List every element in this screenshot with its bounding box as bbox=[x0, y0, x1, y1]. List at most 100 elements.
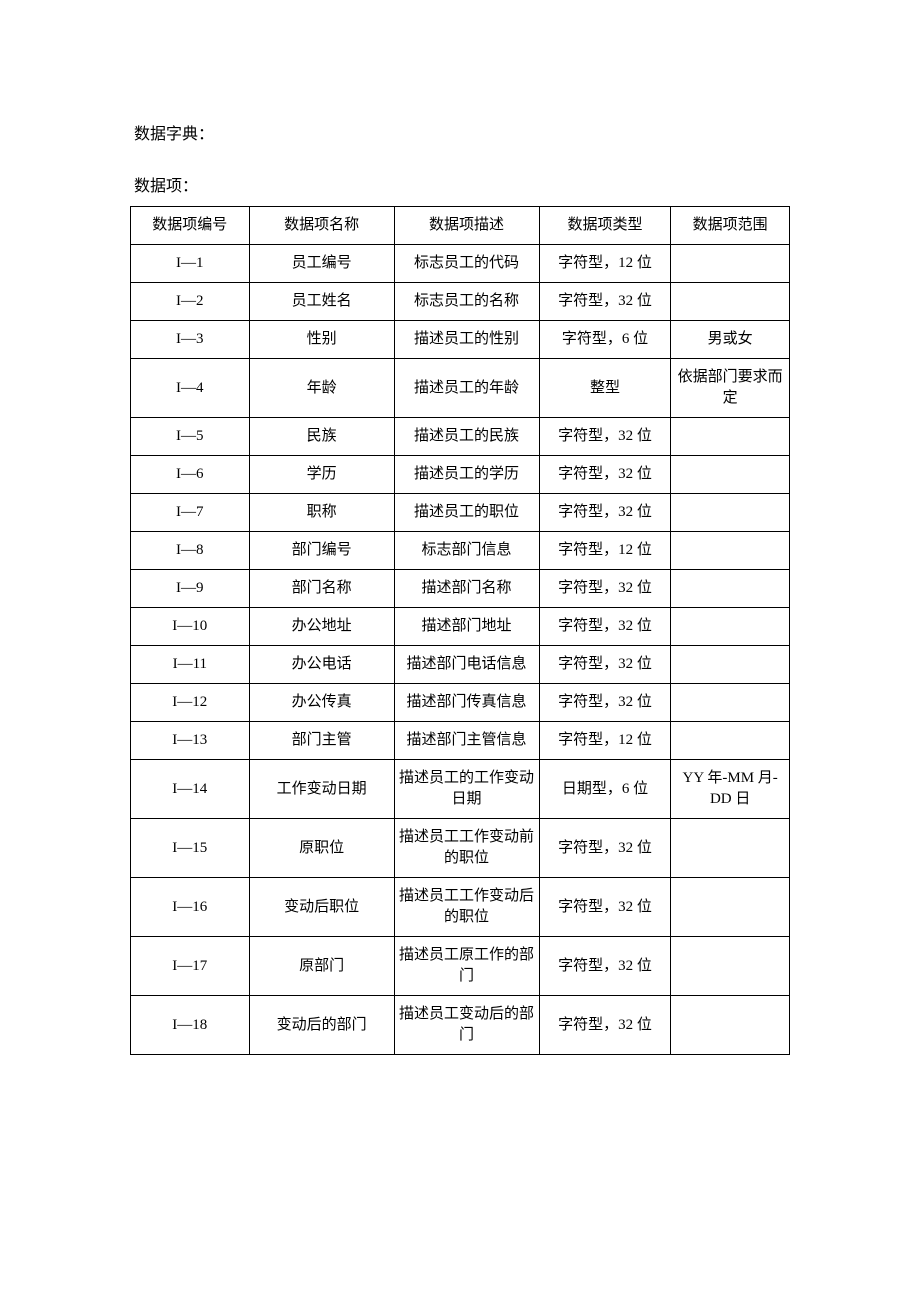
table-cell: 字符型，32 位 bbox=[539, 494, 671, 532]
table-cell: 员工编号 bbox=[249, 245, 394, 283]
table-cell: 描述员工的职位 bbox=[394, 494, 539, 532]
table-cell: 工作变动日期 bbox=[249, 760, 394, 819]
table-row: I—16变动后职位描述员工工作变动后的职位字符型，32 位 bbox=[131, 878, 790, 937]
table-cell: 字符型，12 位 bbox=[539, 532, 671, 570]
table-cell bbox=[671, 283, 790, 321]
table-cell bbox=[671, 684, 790, 722]
table-cell: 办公地址 bbox=[249, 608, 394, 646]
table-cell: I—2 bbox=[131, 283, 250, 321]
table-header-row: 数据项编号 数据项名称 数据项描述 数据项类型 数据项范围 bbox=[131, 207, 790, 245]
col-header-name: 数据项名称 bbox=[249, 207, 394, 245]
table-cell: 描述部门名称 bbox=[394, 570, 539, 608]
table-row: I—8部门编号标志部门信息字符型，12 位 bbox=[131, 532, 790, 570]
table-cell: 标志员工的名称 bbox=[394, 283, 539, 321]
table-cell: 描述员工的工作变动日期 bbox=[394, 760, 539, 819]
table-cell bbox=[671, 722, 790, 760]
table-cell: 办公传真 bbox=[249, 684, 394, 722]
table-row: I—9部门名称描述部门名称字符型，32 位 bbox=[131, 570, 790, 608]
table-cell: 描述部门主管信息 bbox=[394, 722, 539, 760]
table-cell: 民族 bbox=[249, 418, 394, 456]
table-cell: I—10 bbox=[131, 608, 250, 646]
table-cell: 字符型，32 位 bbox=[539, 684, 671, 722]
table-row: I—3性别描述员工的性别字符型，6 位男或女 bbox=[131, 321, 790, 359]
table-cell: I—11 bbox=[131, 646, 250, 684]
table-cell: 描述员工变动后的部门 bbox=[394, 996, 539, 1055]
table-cell: 字符型，32 位 bbox=[539, 456, 671, 494]
table-cell: I—4 bbox=[131, 359, 250, 418]
table-row: I—12办公传真描述部门传真信息字符型，32 位 bbox=[131, 684, 790, 722]
table-cell: 变动后的部门 bbox=[249, 996, 394, 1055]
table-cell: 字符型，32 位 bbox=[539, 819, 671, 878]
table-cell: 描述员工的年龄 bbox=[394, 359, 539, 418]
table-cell: 字符型，32 位 bbox=[539, 418, 671, 456]
table-row: I—15原职位描述员工工作变动前的职位字符型，32 位 bbox=[131, 819, 790, 878]
data-dictionary-table: 数据项编号 数据项名称 数据项描述 数据项类型 数据项范围 I—1员工编号标志员… bbox=[130, 206, 790, 1055]
table-cell bbox=[671, 996, 790, 1055]
table-cell bbox=[671, 937, 790, 996]
col-header-desc: 数据项描述 bbox=[394, 207, 539, 245]
table-cell: I—14 bbox=[131, 760, 250, 819]
table-cell: I—6 bbox=[131, 456, 250, 494]
table-cell: 字符型，32 位 bbox=[539, 937, 671, 996]
table-cell: 字符型，12 位 bbox=[539, 245, 671, 283]
table-cell: 字符型，32 位 bbox=[539, 608, 671, 646]
table-cell: 描述部门电话信息 bbox=[394, 646, 539, 684]
table-cell: 年龄 bbox=[249, 359, 394, 418]
table-cell: 字符型，32 位 bbox=[539, 570, 671, 608]
table-cell: 标志员工的代码 bbox=[394, 245, 539, 283]
section-subtitle: 数据项： bbox=[130, 172, 790, 196]
table-cell: 学历 bbox=[249, 456, 394, 494]
table-cell: 字符型，32 位 bbox=[539, 996, 671, 1055]
table-row: I—2员工姓名标志员工的名称字符型，32 位 bbox=[131, 283, 790, 321]
table-cell: I—7 bbox=[131, 494, 250, 532]
table-cell: 描述员工工作变动后的职位 bbox=[394, 878, 539, 937]
table-cell: 整型 bbox=[539, 359, 671, 418]
table-cell: 描述员工原工作的部门 bbox=[394, 937, 539, 996]
table-cell: I—8 bbox=[131, 532, 250, 570]
table-row: I—18变动后的部门描述员工变动后的部门字符型，32 位 bbox=[131, 996, 790, 1055]
table-cell bbox=[671, 819, 790, 878]
table-cell: 字符型，6 位 bbox=[539, 321, 671, 359]
table-cell: I—13 bbox=[131, 722, 250, 760]
table-row: I—5民族描述员工的民族字符型，32 位 bbox=[131, 418, 790, 456]
table-cell: 字符型，32 位 bbox=[539, 646, 671, 684]
table-row: I—11办公电话描述部门电话信息字符型，32 位 bbox=[131, 646, 790, 684]
table-cell: 日期型，6 位 bbox=[539, 760, 671, 819]
table-cell: 描述员工的学历 bbox=[394, 456, 539, 494]
table-cell bbox=[671, 646, 790, 684]
table-cell bbox=[671, 456, 790, 494]
table-cell: I—18 bbox=[131, 996, 250, 1055]
table-cell: 变动后职位 bbox=[249, 878, 394, 937]
table-cell: 描述员工工作变动前的职位 bbox=[394, 819, 539, 878]
table-cell: 原部门 bbox=[249, 937, 394, 996]
table-cell: 标志部门信息 bbox=[394, 532, 539, 570]
col-header-id: 数据项编号 bbox=[131, 207, 250, 245]
table-cell: I—1 bbox=[131, 245, 250, 283]
table-cell: 原职位 bbox=[249, 819, 394, 878]
table-cell: I—5 bbox=[131, 418, 250, 456]
table-row: I—10办公地址描述部门地址字符型，32 位 bbox=[131, 608, 790, 646]
table-cell: I—9 bbox=[131, 570, 250, 608]
table-cell: 办公电话 bbox=[249, 646, 394, 684]
table-cell: I—12 bbox=[131, 684, 250, 722]
table-cell bbox=[671, 608, 790, 646]
table-cell bbox=[671, 532, 790, 570]
table-cell: 依据部门要求而定 bbox=[671, 359, 790, 418]
table-cell bbox=[671, 878, 790, 937]
table-cell: 描述员工的民族 bbox=[394, 418, 539, 456]
col-header-range: 数据项范围 bbox=[671, 207, 790, 245]
table-cell: 描述部门地址 bbox=[394, 608, 539, 646]
table-cell: 描述部门传真信息 bbox=[394, 684, 539, 722]
table-cell: I—17 bbox=[131, 937, 250, 996]
table-row: I—7职称描述员工的职位字符型，32 位 bbox=[131, 494, 790, 532]
table-cell: YY 年-MM 月-DD 日 bbox=[671, 760, 790, 819]
table-cell: 性别 bbox=[249, 321, 394, 359]
table-cell: 描述员工的性别 bbox=[394, 321, 539, 359]
table-row: I—1员工编号标志员工的代码字符型，12 位 bbox=[131, 245, 790, 283]
table-cell: 部门名称 bbox=[249, 570, 394, 608]
table-cell: 字符型，12 位 bbox=[539, 722, 671, 760]
table-cell: 员工姓名 bbox=[249, 283, 394, 321]
page-title: 数据字典： bbox=[130, 120, 790, 144]
table-row: I—14工作变动日期描述员工的工作变动日期日期型，6 位YY 年-MM 月-DD… bbox=[131, 760, 790, 819]
table-row: I—17原部门描述员工原工作的部门字符型，32 位 bbox=[131, 937, 790, 996]
